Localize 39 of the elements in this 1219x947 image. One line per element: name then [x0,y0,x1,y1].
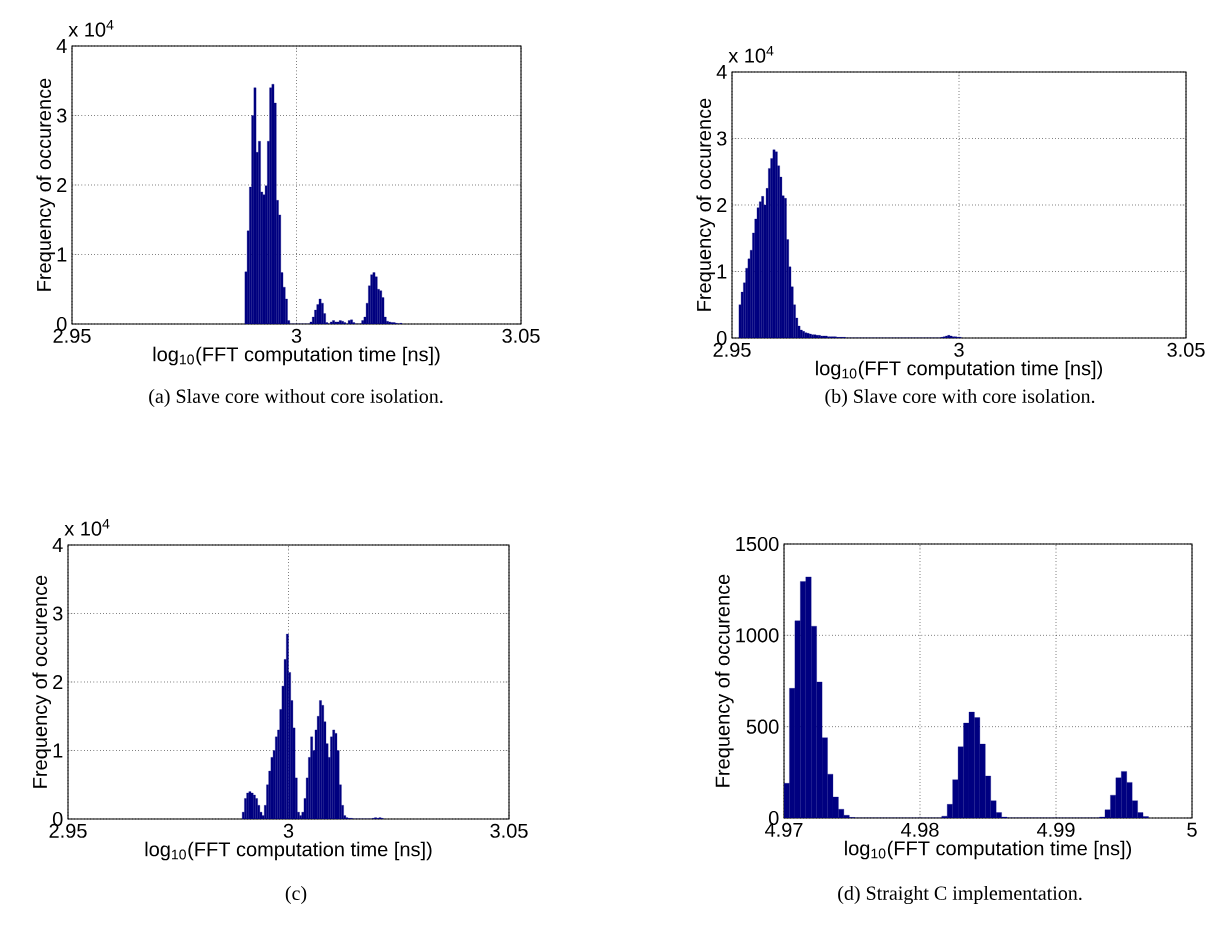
y-tick-label: 4 [52,538,63,552]
x-tick-label: 4.99 [1037,822,1075,837]
y-tick-label: 1 [57,247,67,262]
x-tick-label: 3 [283,823,294,838]
text: (a) Slave core without core isolation. [149,388,443,408]
y-tick-label: 2 [717,198,727,212]
y-tick-label: 4 [56,39,67,53]
y-axis-title: Frequency of occurence [715,574,734,787]
y-tick-label: 1 [53,743,63,758]
y-tick-label: 1 [717,264,727,279]
y-tick-label: 3 [52,606,63,621]
x-tick-label: 3.05 [1167,342,1205,357]
y-tick-label: 1500 [736,536,779,552]
y-tick-label: 500 [746,719,779,734]
y-tick-label: 1000 [736,628,779,643]
y-axis-title: Frequency of occurence [696,98,716,311]
x-tick-label: 3 [291,328,302,343]
x-tick-label: 5 [1187,822,1197,837]
y-axis-title: Frequency of occurence [32,575,52,788]
text: (b) Slave core with core isolation. [825,388,1095,408]
x-axis-title: log$_{10}$(FFT computation time [ns]) [816,360,1103,380]
text: x 10$^{4}$ [68,19,114,37]
y-tick-label: 3 [56,108,67,123]
y-tick-label: 2 [57,178,67,192]
y-tick-label: 2 [53,675,63,689]
x-axis-title: log$_{10}$(FFT computation time [ns]) [845,840,1132,860]
x-axis-title: log$_{10}$(FFT computation time [ns]) [145,841,432,861]
text: x 10$^{4}$ [64,518,110,536]
y-tick-label: 4 [716,65,727,79]
x-axis-title: log$_{10}$(FFT computation time [ns]) [153,346,440,366]
x-tick-label: 3 [954,342,964,357]
text: (d) Straight C implementation. [838,885,1082,905]
text: x 10$^{4}$ [728,45,774,63]
x-tick-label: 4.98 [901,822,939,837]
x-tick-label: 3.05 [502,328,540,343]
x-tick-label: 3.05 [490,823,528,838]
y-tick-label: 3 [716,131,727,146]
text: (c) [285,885,307,905]
y-axis-title: Frequency of occurence [36,78,56,291]
